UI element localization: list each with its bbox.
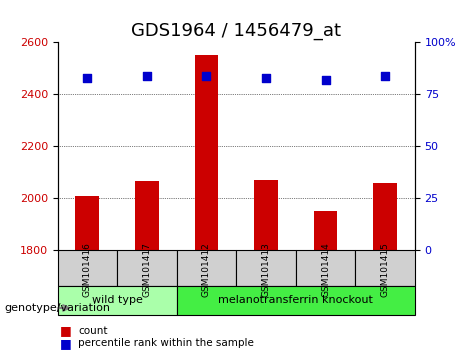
Title: GDS1964 / 1456479_at: GDS1964 / 1456479_at (131, 22, 341, 40)
Text: GSM101416: GSM101416 (83, 242, 92, 297)
Bar (195, 56, 219, 250)
Text: ■: ■ (60, 325, 71, 337)
Bar (135, 181, 159, 250)
FancyBboxPatch shape (355, 250, 415, 286)
FancyBboxPatch shape (58, 250, 117, 286)
Point (143, 73, 151, 79)
Point (322, 77, 329, 83)
Bar (373, 183, 397, 250)
Text: percentile rank within the sample: percentile rank within the sample (78, 338, 254, 348)
Text: count: count (78, 326, 108, 336)
Point (203, 73, 210, 79)
Text: GSM101412: GSM101412 (202, 242, 211, 297)
Text: genotype/variation: genotype/variation (5, 303, 111, 313)
Text: ■: ■ (60, 337, 71, 350)
Text: GSM101414: GSM101414 (321, 242, 330, 297)
Bar (254, 180, 278, 250)
Point (262, 75, 270, 81)
Text: GSM101417: GSM101417 (142, 242, 152, 297)
Text: melanotransferrin knockout: melanotransferrin knockout (219, 296, 373, 306)
Bar (76, 196, 99, 250)
Point (84, 75, 91, 81)
Text: GSM101415: GSM101415 (381, 242, 390, 297)
FancyBboxPatch shape (177, 286, 415, 315)
FancyBboxPatch shape (236, 250, 296, 286)
Text: GSM101413: GSM101413 (261, 242, 271, 297)
Point (381, 73, 389, 79)
FancyBboxPatch shape (117, 250, 177, 286)
Bar (313, 211, 337, 250)
FancyBboxPatch shape (58, 286, 177, 315)
FancyBboxPatch shape (296, 250, 355, 286)
Text: wild type: wild type (92, 296, 142, 306)
FancyBboxPatch shape (177, 250, 236, 286)
